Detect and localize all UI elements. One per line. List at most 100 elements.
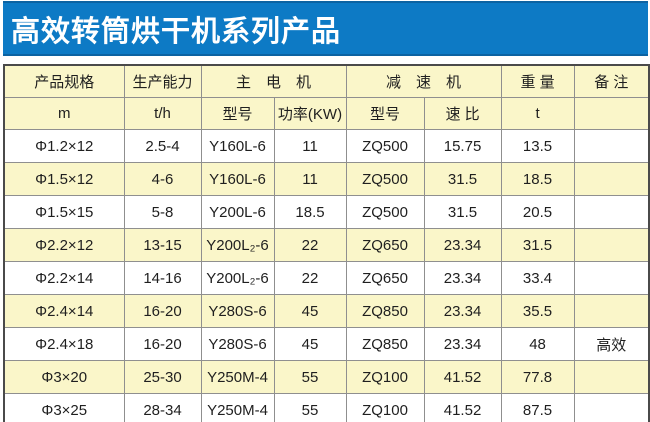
cell-note [573, 162, 650, 196]
cell-reducer-model: ZQ100 [345, 393, 425, 422]
cell-motor-model: Y160L-6 [200, 129, 275, 163]
cell-spec: Φ3×20 [3, 360, 125, 394]
cell-spec: Φ2.2×12 [3, 228, 125, 262]
cell-motor-model: Y200L₂-6 [200, 228, 275, 262]
cell-capacity: 28-34 [123, 393, 202, 422]
cell-power: 45 [273, 327, 347, 361]
cell-reducer-model: ZQ500 [345, 129, 425, 163]
cell-weight: 87.5 [500, 393, 575, 422]
cell-spec: Φ1.2×12 [3, 129, 125, 163]
cell-weight: 77.8 [500, 360, 575, 394]
group-header-row: 产品规格 生产能力 主 电 机 减 速 机 重 量 备 注 [3, 64, 650, 98]
cell-power: 55 [273, 393, 347, 422]
cell-reducer-model: ZQ100 [345, 360, 425, 394]
cell-weight: 35.5 [500, 294, 575, 328]
table-row: Φ3×20 25-30 Y250M-4 55 ZQ100 41.52 77.8 [3, 360, 650, 394]
cell-ratio: 23.34 [423, 327, 502, 361]
cell-reducer-model: ZQ650 [345, 261, 425, 295]
cell-capacity: 4-6 [123, 162, 202, 196]
header-main-motor: 主 电 机 [200, 64, 347, 98]
page-title: 高效转筒烘干机系列产品 [11, 15, 342, 48]
cell-motor-model: Y200L₂-6 [200, 261, 275, 295]
unit-spec: m [3, 97, 125, 130]
cell-weight: 20.5 [500, 195, 575, 229]
unit-note [573, 97, 650, 130]
table-row: Φ1.2×12 2.5-4 Y160L-6 11 ZQ500 15.75 13.… [3, 129, 650, 163]
cell-ratio: 31.5 [423, 195, 502, 229]
unit-weight: t [500, 97, 575, 130]
table-row: Φ2.2×14 14-16 Y200L₂-6 22 ZQ650 23.34 33… [3, 261, 650, 295]
cell-motor-model: Y200L-6 [200, 195, 275, 229]
cell-note [573, 195, 650, 229]
cell-spec: Φ2.2×14 [3, 261, 125, 295]
cell-capacity: 16-20 [123, 327, 202, 361]
cell-reducer-model: ZQ850 [345, 294, 425, 328]
cell-power: 11 [273, 162, 347, 196]
cell-capacity: 13-15 [123, 228, 202, 262]
table-row: Φ1.5×12 4-6 Y160L-6 11 ZQ500 31.5 18.5 [3, 162, 650, 196]
cell-spec: Φ1.5×15 [3, 195, 125, 229]
cell-power: 55 [273, 360, 347, 394]
table-body: Φ1.2×12 2.5-4 Y160L-6 11 ZQ500 15.75 13.… [3, 129, 650, 422]
table-header: 产品规格 生产能力 主 电 机 减 速 机 重 量 备 注 m t/h 型号 功… [3, 64, 650, 130]
cell-spec: Φ2.4×18 [3, 327, 125, 361]
cell-motor-model: Y160L-6 [200, 162, 275, 196]
cell-capacity: 14-16 [123, 261, 202, 295]
cell-capacity: 5-8 [123, 195, 202, 229]
cell-note [573, 294, 650, 328]
header-note: 备 注 [573, 64, 650, 98]
cell-note [573, 393, 650, 422]
unit-power: 功率(KW) [273, 97, 347, 130]
table-row: Φ2.4×18 16-20 Y280S-6 45 ZQ850 23.34 48 … [3, 327, 650, 361]
cell-note [573, 360, 650, 394]
unit-motor-model: 型号 [200, 97, 275, 130]
cell-ratio: 23.34 [423, 228, 502, 262]
cell-motor-model: Y280S-6 [200, 294, 275, 328]
cell-ratio: 23.34 [423, 261, 502, 295]
unit-reducer-model: 型号 [345, 97, 425, 130]
cell-weight: 13.5 [500, 129, 575, 163]
cell-reducer-model: ZQ500 [345, 162, 425, 196]
header-weight: 重 量 [500, 64, 575, 98]
cell-power: 18.5 [273, 195, 347, 229]
cell-reducer-model: ZQ650 [345, 228, 425, 262]
header-reducer: 减 速 机 [345, 64, 502, 98]
title-banner: 高效转筒烘干机系列产品 [3, 1, 648, 56]
cell-capacity: 16-20 [123, 294, 202, 328]
cell-reducer-model: ZQ500 [345, 195, 425, 229]
cell-capacity: 25-30 [123, 360, 202, 394]
cell-spec: Φ2.4×14 [3, 294, 125, 328]
cell-note [573, 228, 650, 262]
unit-ratio: 速 比 [423, 97, 502, 130]
cell-power: 22 [273, 228, 347, 262]
cell-weight: 31.5 [500, 228, 575, 262]
cell-weight: 18.5 [500, 162, 575, 196]
cell-weight: 48 [500, 327, 575, 361]
cell-note [573, 129, 650, 163]
cell-spec: Φ3×25 [3, 393, 125, 422]
cell-reducer-model: ZQ850 [345, 327, 425, 361]
table-row: Φ1.5×15 5-8 Y200L-6 18.5 ZQ500 31.5 20.5 [3, 195, 650, 229]
table-row: Φ2.2×12 13-15 Y200L₂-6 22 ZQ650 23.34 31… [3, 228, 650, 262]
product-spec-table: 产品规格 生产能力 主 电 机 减 速 机 重 量 备 注 m t/h 型号 功… [3, 64, 650, 422]
header-product-spec: 产品规格 [3, 64, 125, 98]
table-row: Φ3×25 28-34 Y250M-4 55 ZQ100 41.52 87.5 [3, 393, 650, 422]
table-row: Φ2.4×14 16-20 Y280S-6 45 ZQ850 23.34 35.… [3, 294, 650, 328]
cell-capacity: 2.5-4 [123, 129, 202, 163]
header-capacity: 生产能力 [123, 64, 202, 98]
cell-motor-model: Y280S-6 [200, 327, 275, 361]
cell-motor-model: Y250M-4 [200, 393, 275, 422]
cell-power: 45 [273, 294, 347, 328]
cell-note: 高效 [573, 327, 650, 361]
cell-spec: Φ1.5×12 [3, 162, 125, 196]
cell-ratio: 23.34 [423, 294, 502, 328]
unit-header-row: m t/h 型号 功率(KW) 型号 速 比 t [3, 97, 650, 130]
cell-ratio: 31.5 [423, 162, 502, 196]
cell-weight: 33.4 [500, 261, 575, 295]
unit-capacity: t/h [123, 97, 202, 130]
cell-ratio: 41.52 [423, 393, 502, 422]
cell-power: 22 [273, 261, 347, 295]
cell-ratio: 41.52 [423, 360, 502, 394]
cell-power: 11 [273, 129, 347, 163]
